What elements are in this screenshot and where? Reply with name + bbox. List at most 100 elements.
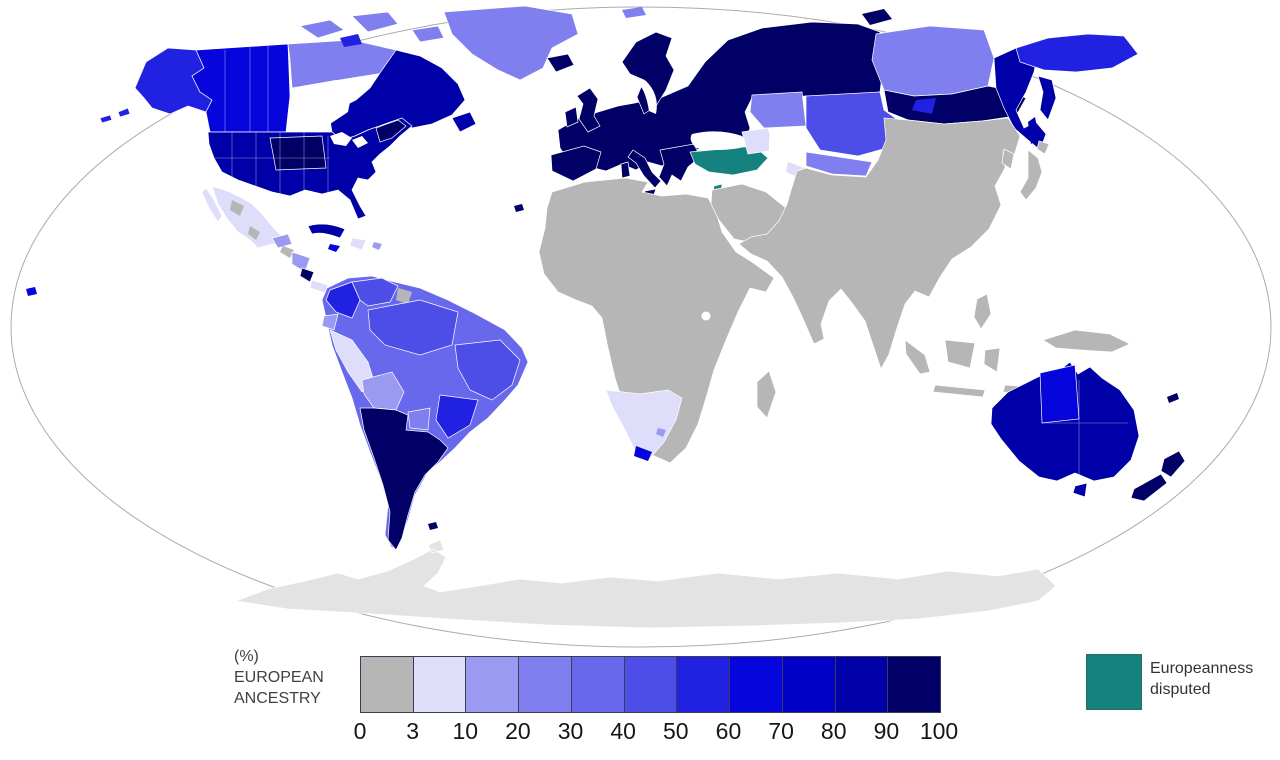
region-ecuador: [321, 313, 339, 331]
state-border-lines: [214, 46, 1128, 478]
region-east-brazil: [454, 339, 521, 401]
region-chukotka: [1015, 33, 1139, 73]
region-jamaica: [328, 244, 340, 252]
region-novaya-zemlya: [862, 9, 892, 25]
region-iberia: [550, 145, 602, 182]
region-scandinavia: [621, 31, 675, 115]
region-tuva: [912, 98, 936, 114]
region-costa-rica: [299, 267, 315, 283]
region-usa-northeast: [375, 119, 407, 143]
region-volga-ural: [749, 91, 807, 129]
region-asia: [738, 117, 1021, 370]
region-new-caledonia: [1167, 393, 1179, 403]
region-canada-north: [287, 11, 445, 89]
black-sea: [690, 131, 745, 150]
region-south-africa: [605, 389, 683, 459]
legend-tick-60: 60: [715, 718, 742, 744]
legend-tick-100: 100: [919, 718, 959, 744]
region-siberia-south: [883, 85, 1027, 125]
legend-colorbar: [360, 656, 941, 713]
region-canada-west: [191, 43, 291, 133]
legend-tick-70: 70: [768, 718, 794, 744]
region-venezuela: [351, 277, 399, 307]
region-puerto-rico: [372, 242, 382, 250]
region-canary-islands: [514, 204, 524, 212]
legend-tick-3: 3: [406, 718, 420, 744]
region-south-brazil: [435, 394, 479, 439]
great-lakes: [330, 132, 368, 148]
legend-unit: (%): [234, 648, 259, 665]
region-cape-town: [634, 446, 652, 461]
region-korea: [1001, 148, 1015, 170]
region-ireland: [564, 106, 579, 128]
region-balkans-greece: [658, 143, 701, 187]
legend-swatch-c0: [361, 657, 413, 712]
legend-tick-30: 30: [557, 718, 584, 744]
legend-swatch-c20: [518, 657, 571, 712]
legend-tick-0: 0: [353, 718, 367, 744]
legend-tick-90: 90: [873, 718, 900, 744]
legend-swatch-c40: [623, 657, 677, 712]
region-usa-midwest: [269, 135, 327, 171]
baltic-sea: [639, 80, 657, 114]
disputed-label-line1: Europeanness: [1150, 660, 1254, 677]
region-indonesia: [904, 339, 1031, 398]
region-hawaii: [26, 287, 37, 296]
legend-swatch-c50: [676, 657, 730, 712]
legend-title-line1: EUROPEAN: [234, 669, 324, 686]
region-madagascar: [756, 370, 777, 419]
disputed-label: Europeanness disputed: [1150, 658, 1253, 700]
world-map: [10, 5, 1272, 648]
region-newfoundland: [451, 111, 477, 133]
legend-tick-40: 40: [610, 718, 636, 744]
region-new-guinea: [1042, 329, 1131, 353]
region-guyana: [396, 288, 412, 304]
legend-swatch-c70: [781, 657, 835, 712]
region-new-zealand: [1130, 450, 1186, 502]
legend-swatch-c10: [465, 657, 519, 712]
region-tasmania: [1072, 482, 1088, 498]
region-lesotho: [656, 428, 666, 437]
region-japan: [1019, 140, 1050, 201]
region-cuba: [307, 223, 346, 239]
hudson-bay: [300, 80, 352, 124]
region-falklands: [428, 522, 438, 530]
legend-swatch-c60: [729, 657, 782, 712]
legend-swatch-c30: [570, 657, 624, 712]
region-philippines: [973, 293, 992, 330]
region-amazon-brazil: [367, 299, 459, 356]
legend-tick-80: 80: [820, 718, 847, 744]
region-siberia-central: [871, 25, 995, 97]
legend-ticks: 0 3 10 20 30 40 50 60 70 80 90 100: [354, 718, 959, 748]
region-kamchatka: [1037, 75, 1057, 121]
region-guatemala: [280, 246, 294, 258]
legend-tick-10: 10: [452, 718, 479, 744]
region-argentina-chile-uruguay: [359, 407, 449, 551]
region-paraguay: [407, 407, 431, 431]
region-australia-nt: [1039, 364, 1080, 424]
region-arctic-island-blue: [340, 34, 362, 47]
legend-title-line2: ANCESTRY: [234, 690, 321, 707]
legend-swatch-c80: [834, 657, 888, 712]
region-hispaniola: [349, 237, 367, 251]
region-greenland: [443, 5, 579, 81]
disputed-label-line2: disputed: [1150, 681, 1211, 698]
region-africa: [538, 177, 775, 464]
lake-victoria: [701, 311, 711, 321]
legend-swatch-c3: [412, 657, 466, 712]
caspian-sea: [768, 132, 788, 179]
region-mexico-gray-patches: [230, 200, 260, 240]
disputed-swatch: [1086, 654, 1142, 710]
legend-tick-20: 20: [505, 718, 531, 744]
region-uk: [576, 87, 601, 133]
region-iceland: [546, 53, 575, 73]
region-antarctica: [234, 539, 1057, 629]
region-yucatan: [271, 233, 293, 249]
legend-swatch-c90: [887, 657, 941, 712]
legend-tick-50: 50: [663, 718, 689, 744]
region-sakhalin: [1028, 117, 1039, 144]
region-central-asia: [805, 151, 873, 177]
region-svalbard: [622, 7, 646, 18]
legend-title: (%) EUROPEAN ANCESTRY: [234, 646, 324, 709]
